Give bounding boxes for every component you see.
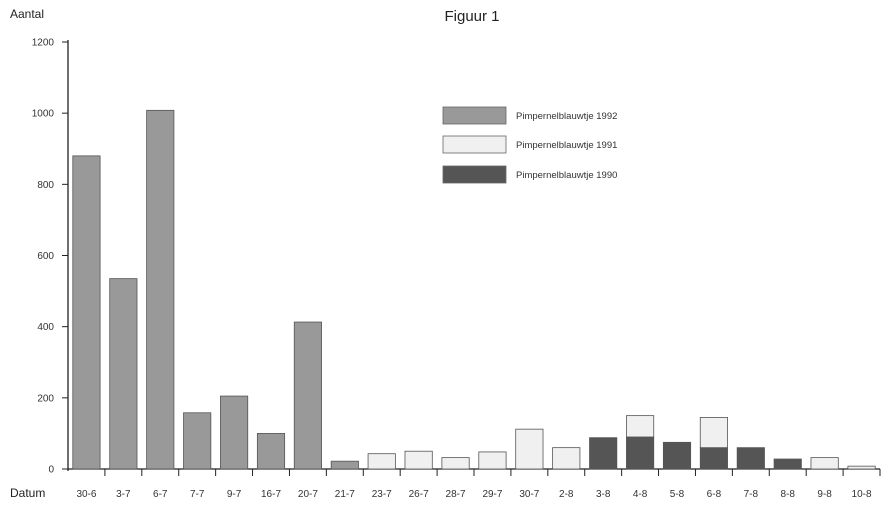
bar-2-8-1 [552,447,581,470]
legend-label-1: Pimpernelblauwtje 1991 [516,140,617,151]
legend: Pimpernelblauwtje 1992 Pimpernelblauwtje … [442,106,617,184]
legend-swatch-1 [442,135,507,154]
x-tick-label: 9-8 [817,489,832,500]
bar-6-7-0 [146,109,175,470]
x-tick-label: 5-8 [670,489,685,500]
y-tick-label: 400 [37,322,54,333]
x-tick-label: 30-7 [519,489,539,500]
y-tick-label: 1000 [32,109,55,120]
bar-23-7-1 [367,453,396,470]
bar-29-7-1 [478,451,507,470]
legend-swatch-0 [442,106,507,125]
bar-4-8-2 [626,436,655,470]
x-tick-label: 2-8 [559,489,574,500]
x-tick-label: 3-8 [596,489,611,500]
y-ticks: 0 200 400 600 800 1000 1200 [32,38,68,476]
bar-9-7-0 [220,395,249,470]
bar-8-8-2 [773,458,802,470]
y-tick-label: 1200 [32,38,55,49]
x-ticks: 30-6 3-7 6-7 7-7 9-7 16-7 20-7 21-7 23-7 26-7 28-7… [76,469,881,500]
x-tick-label: 29-7 [482,489,502,500]
bar-3-8-2 [589,437,618,470]
bar-9-8-1 [810,457,839,470]
x-tick-label: 4-8 [633,489,648,500]
bar-30-7-1 [515,428,544,470]
bar-21-7-0 [330,460,359,470]
x-tick-label: 21-7 [335,489,355,500]
x-tick-label: 30-6 [76,489,96,500]
x-tick-label: 28-7 [446,489,466,500]
bar-3-7-0 [109,278,138,470]
x-tick-label: 26-7 [409,489,429,500]
x-tick-label: 10-8 [852,489,872,500]
x-tick-label: 8-8 [781,489,796,500]
bar-6-8-1 [699,417,728,449]
x-tick-label: 16-7 [261,489,281,500]
x-tick-label: 6-8 [707,489,722,500]
x-tick-label: 3-7 [116,489,131,500]
bar-4-8-1 [626,415,655,438]
bars [72,109,876,470]
legend-swatch-2 [442,165,507,184]
y-axis-title: Aantal [10,7,44,21]
x-tick-label: 6-7 [153,489,168,500]
bar-28-7-1 [441,457,470,470]
bar-7-7-0 [183,412,212,470]
legend-label-2: Pimpernelblauwtje 1990 [516,170,617,181]
x-tick-label: 7-7 [190,489,205,500]
bar-5-8-2 [662,441,692,470]
bar-16-7-0 [256,433,286,470]
x-tick-label: 20-7 [298,489,318,500]
y-tick-label: 0 [48,465,54,476]
y-tick-label: 200 [37,393,54,404]
y-tick-label: 800 [37,180,54,191]
bar-7-8-2 [736,447,765,470]
y-tick-label: 600 [37,251,54,262]
legend-label-0: Pimpernelblauwtje 1992 [516,111,617,122]
chart-title: Figuur 1 [444,8,499,25]
bar-30-6-0 [72,155,101,470]
x-tick-label: 23-7 [372,489,392,500]
x-axis-title: Datum [10,486,45,500]
bar-20-7-0 [293,321,322,470]
bar-26-7-1 [404,450,433,470]
x-tick-label: 9-7 [227,489,242,500]
bar-6-8-2 [699,447,728,470]
x-tick-label: 7-8 [744,489,759,500]
bar-10-8-1 [847,465,876,470]
